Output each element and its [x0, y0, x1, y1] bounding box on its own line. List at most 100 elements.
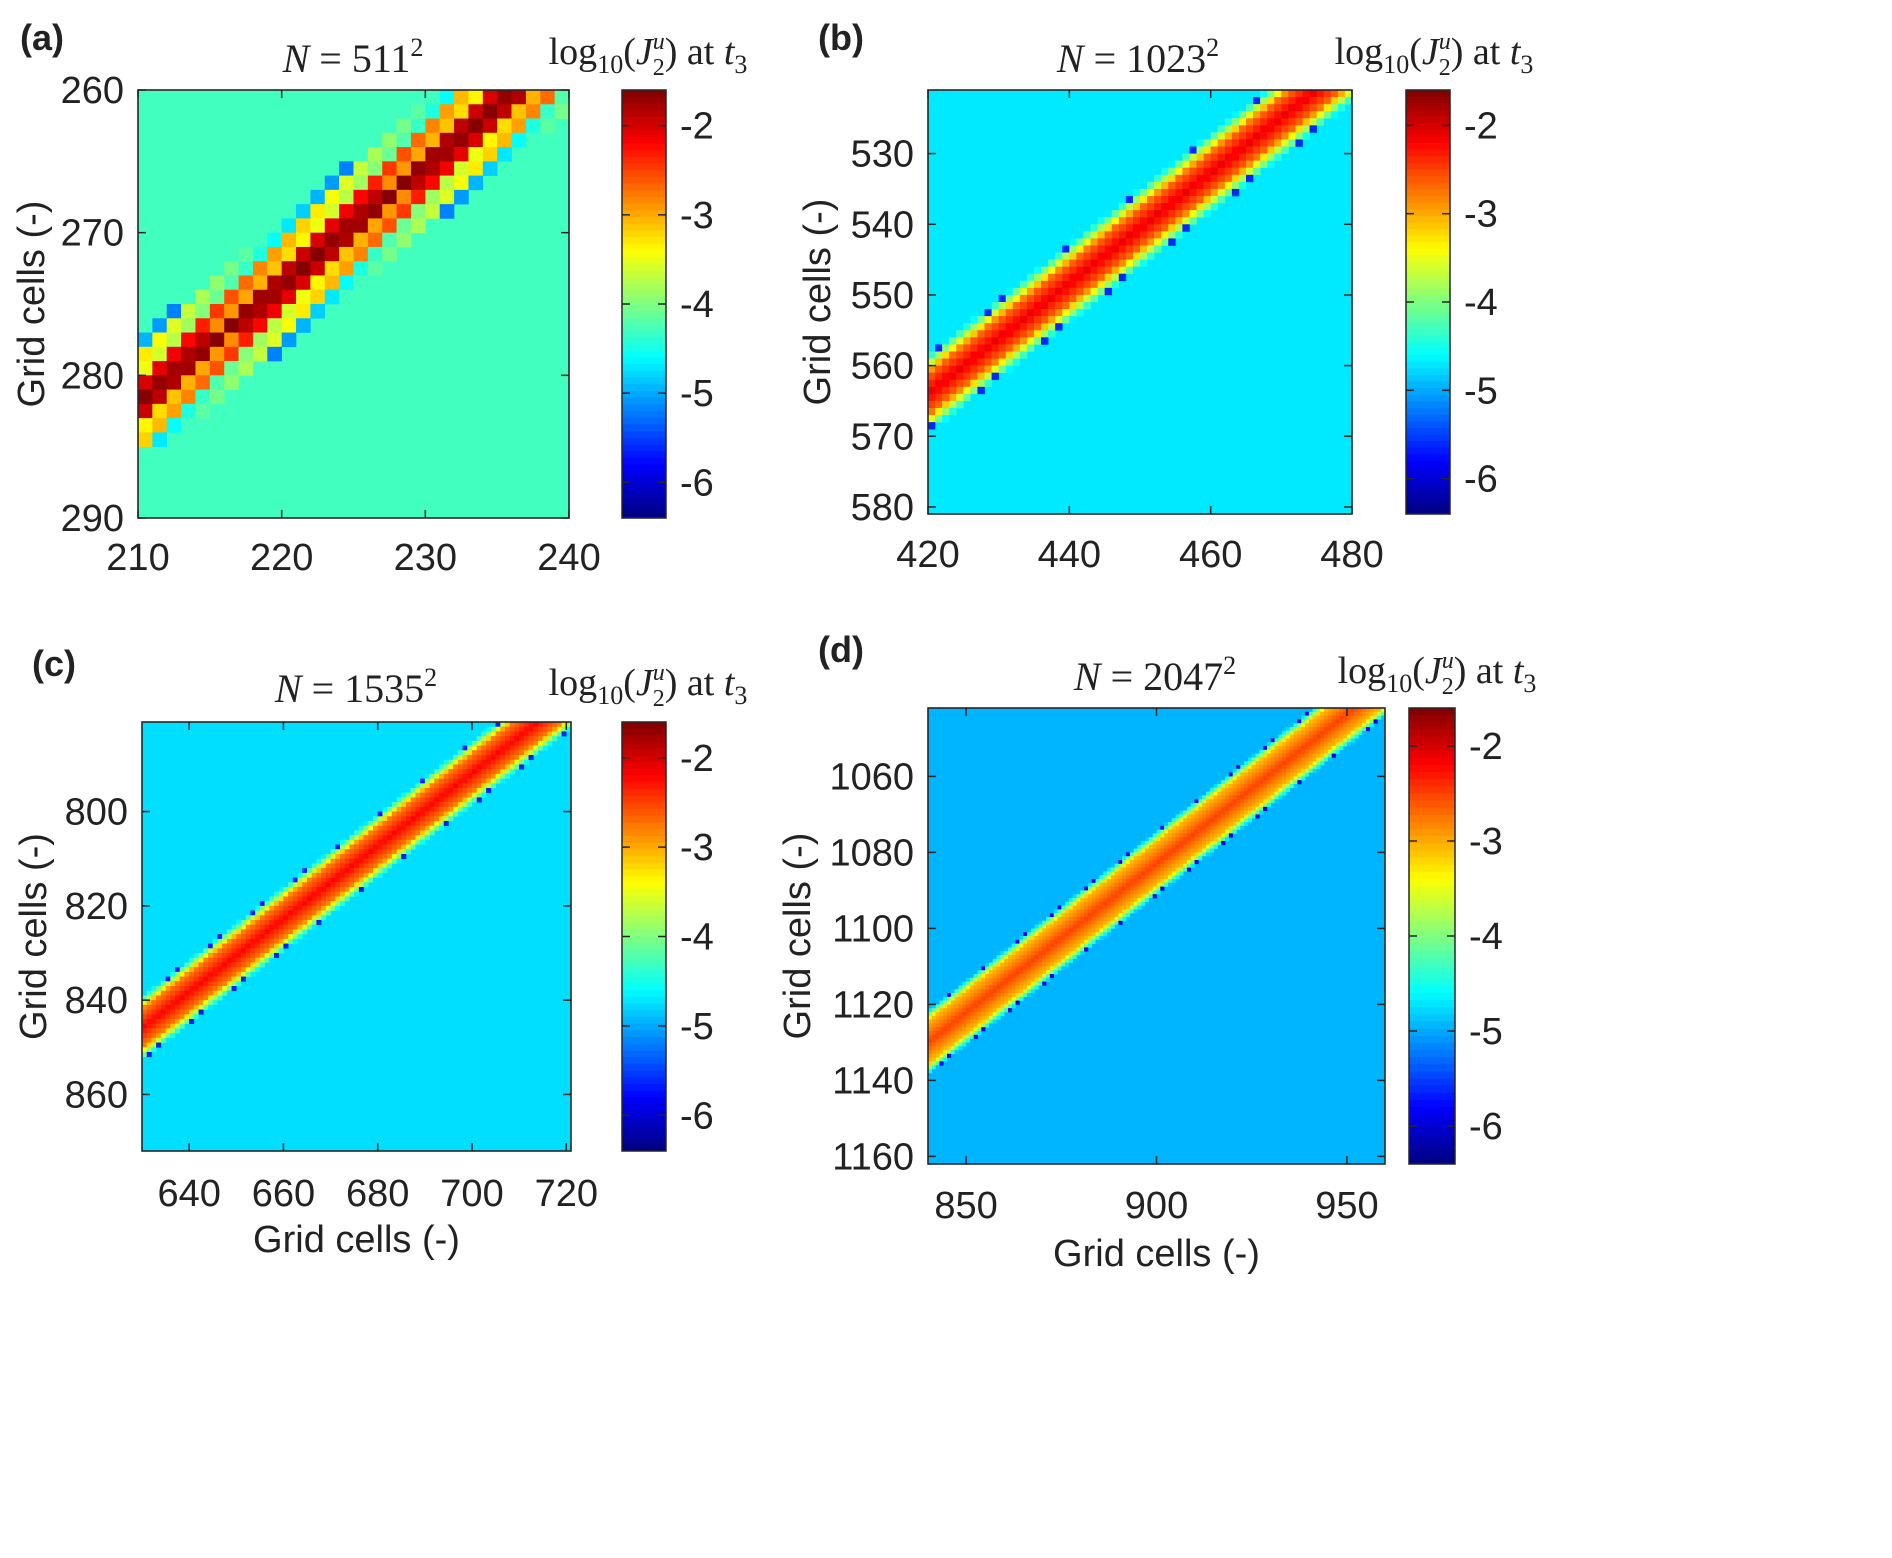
heatmap-cell	[429, 783, 435, 789]
heatmap-cell	[1247, 787, 1253, 792]
heatmap-cell	[1206, 848, 1211, 853]
heatmap-cell	[1244, 810, 1249, 815]
heatmap-cell	[939, 1000, 944, 1005]
heatmap-cell	[222, 971, 228, 977]
heatmap-cell	[439, 769, 445, 775]
heatmap-cell	[511, 104, 527, 119]
heatmap-cell	[1305, 711, 1310, 716]
heatmap-cell	[1114, 898, 1119, 903]
heatmap-cell	[472, 773, 478, 779]
heatmap-cell	[1057, 955, 1062, 960]
heatmap-cell	[472, 778, 478, 784]
heatmap-cell	[226, 962, 232, 968]
heatmap-cell	[1114, 909, 1119, 914]
heatmap-cell	[184, 1000, 190, 1006]
heatmap-cell	[1104, 245, 1113, 253]
heatmap-cell	[439, 821, 445, 827]
heatmap-cell	[387, 825, 393, 831]
colorbar-segment	[1409, 1078, 1455, 1087]
heatmap-cell	[181, 418, 196, 433]
heatmap-cell	[175, 1009, 181, 1015]
heatmap-cell	[288, 891, 294, 897]
heatmap-cell	[310, 304, 326, 319]
heatmap-cell	[1152, 860, 1157, 865]
heatmap-cell	[1111, 238, 1120, 246]
heatmap-cell	[947, 1015, 952, 1020]
heatmap-cell	[1057, 936, 1062, 941]
heatmap-cell	[1038, 970, 1043, 975]
heatmap-cell	[462, 769, 468, 775]
heatmap-cell	[1244, 818, 1249, 823]
heatmap-cell	[354, 877, 360, 883]
heatmap-cell	[1186, 867, 1192, 872]
heatmap-cell	[462, 788, 468, 794]
heatmap-cell	[1097, 280, 1105, 289]
heatmap-cell	[166, 361, 182, 376]
heatmap-cell	[1129, 894, 1134, 899]
heatmap-cell	[209, 332, 225, 348]
heatmap-cell	[1217, 787, 1222, 792]
heatmap-cell	[939, 1019, 944, 1024]
heatmap-cell	[981, 981, 986, 986]
heatmap-cell	[406, 825, 412, 831]
heatmap-cell	[1238, 111, 1247, 119]
heatmap-cell	[443, 764, 449, 770]
heatmap-cell	[1090, 287, 1098, 296]
heatmap-cell	[1076, 294, 1084, 303]
heatmap-cell	[998, 330, 1007, 338]
heatmap-cell	[561, 731, 567, 737]
heatmap-cell	[236, 920, 242, 926]
heatmap-cell	[1118, 231, 1127, 239]
heatmap-cell	[281, 332, 297, 348]
heatmap-cell	[387, 854, 393, 860]
heatmap-cell	[222, 943, 228, 949]
heatmap-cell	[406, 788, 412, 794]
colorbar-segment	[1409, 793, 1455, 802]
heatmap-cell	[981, 1023, 986, 1028]
heatmap-cell	[1133, 879, 1138, 884]
heatmap-cell	[1350, 711, 1355, 716]
heatmap-cell	[1217, 174, 1226, 183]
heatmap-cell	[1087, 936, 1093, 941]
heatmap-cell	[476, 773, 482, 779]
heatmap-cell	[1133, 863, 1138, 868]
heatmap-cell	[160, 1009, 166, 1015]
colorbar-segment	[622, 156, 666, 165]
heatmap-cell	[1007, 1000, 1013, 1005]
heatmap-cell	[1210, 203, 1219, 211]
heatmap-cell	[1232, 825, 1237, 830]
heatmap-cell	[184, 1019, 190, 1025]
colorbar-segment	[1406, 302, 1450, 310]
heatmap-cell	[1183, 863, 1188, 868]
heatmap-cell	[363, 868, 369, 874]
heatmap-cell	[1053, 924, 1058, 929]
heatmap-cell	[142, 1047, 148, 1053]
heatmap-cell	[138, 403, 153, 419]
heatmap-cell	[1034, 294, 1042, 303]
heatmap-cell	[1320, 746, 1325, 751]
heatmap-cell	[1125, 224, 1134, 232]
heatmap-cell	[297, 915, 303, 921]
heatmap-cell	[1324, 723, 1329, 728]
heatmap-cell	[1103, 905, 1108, 910]
heatmap-cell	[1278, 780, 1283, 785]
colorbar-tick-label: -2	[680, 106, 714, 148]
heatmap-cell	[1147, 188, 1155, 197]
heatmap-cell	[1373, 708, 1378, 713]
heatmap-cell	[434, 788, 440, 794]
heatmap-cell	[358, 839, 364, 845]
heatmap-cell	[977, 993, 982, 998]
heatmap-cell	[1053, 909, 1058, 914]
heatmap-cell	[1182, 203, 1190, 211]
heatmap-cell	[977, 1031, 982, 1036]
heatmap-cell	[1097, 266, 1105, 275]
heatmap-cell	[1062, 259, 1070, 267]
heatmap-cell	[1023, 962, 1028, 967]
heatmap-cell	[1053, 951, 1058, 956]
heatmap-cell	[969, 996, 974, 1001]
heatmap-cell	[1042, 951, 1047, 956]
heatmap-cell	[1106, 867, 1112, 872]
heatmap-cell	[962, 1008, 967, 1013]
heatmap-cell	[1251, 810, 1256, 815]
heatmap-cell	[1141, 879, 1146, 884]
